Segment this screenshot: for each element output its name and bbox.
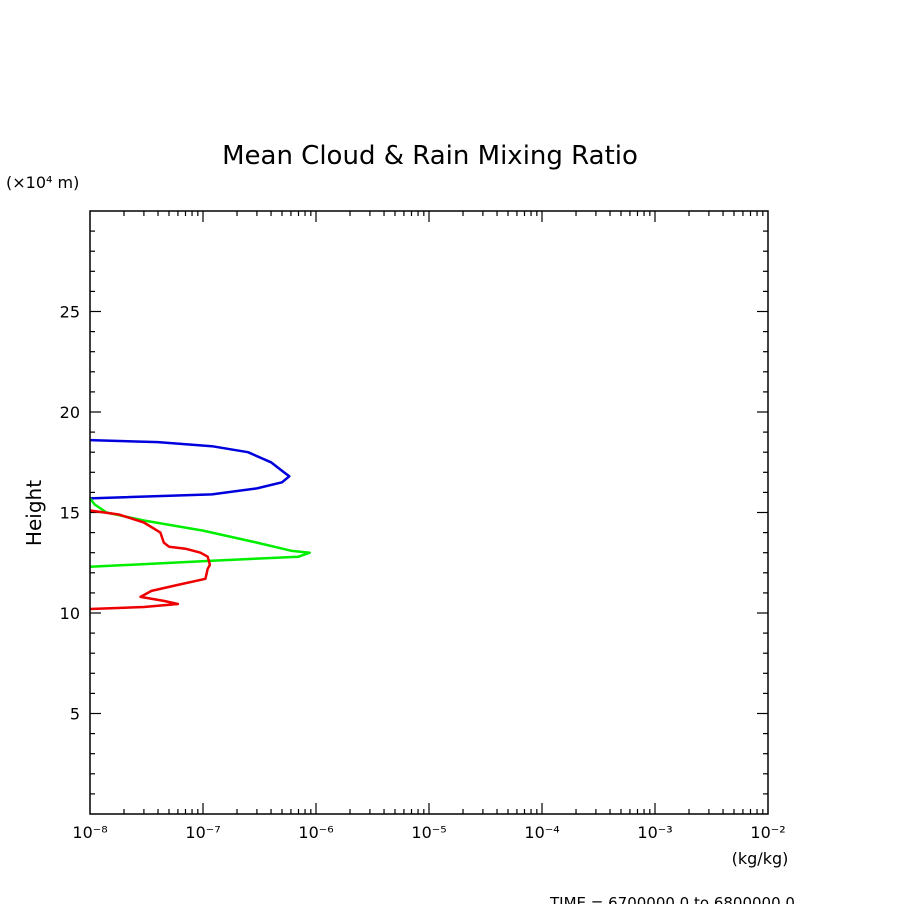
time-footer: TIME = 6700000.0 to 6800000.0: [549, 894, 795, 904]
series-line-red: [89, 509, 212, 611]
x-tick-label: 10⁻⁷: [185, 823, 220, 842]
series-line-blue: [89, 438, 291, 500]
plot-lines: [89, 438, 311, 611]
y-axis-label: Height: [22, 480, 46, 546]
y-tick-label: 20: [60, 403, 80, 422]
y-unit-label: (×10⁴ m): [6, 173, 79, 192]
y-tick-label: 15: [60, 504, 80, 523]
plot-frame: [89, 210, 769, 815]
x-tick-label: 10⁻³: [637, 823, 672, 842]
y-tick-label: 5: [70, 705, 80, 724]
x-tick-label: 10⁻⁶: [298, 823, 333, 842]
y-tick-label: 25: [60, 303, 80, 322]
x-tick-label: 10⁻⁵: [411, 823, 446, 842]
axis-ticks: [90, 211, 768, 814]
y-tick-label: 10: [60, 604, 80, 623]
x-tick-label: 10⁻⁴: [524, 823, 559, 842]
series-line-green: [89, 497, 311, 569]
x-tick-label: 10⁻²: [750, 823, 785, 842]
x-tick-label: 10⁻⁸: [72, 823, 107, 842]
chart-title: Mean Cloud & Rain Mixing Ratio: [222, 141, 638, 171]
x-unit-label: (kg/kg): [732, 849, 789, 868]
tick-labels: 5 10 15 20 25 10⁻⁸ 10⁻⁷ 10⁻⁶ 10⁻⁵ 10⁻⁴ 10⁻³ 10⁻²: [60, 303, 786, 843]
